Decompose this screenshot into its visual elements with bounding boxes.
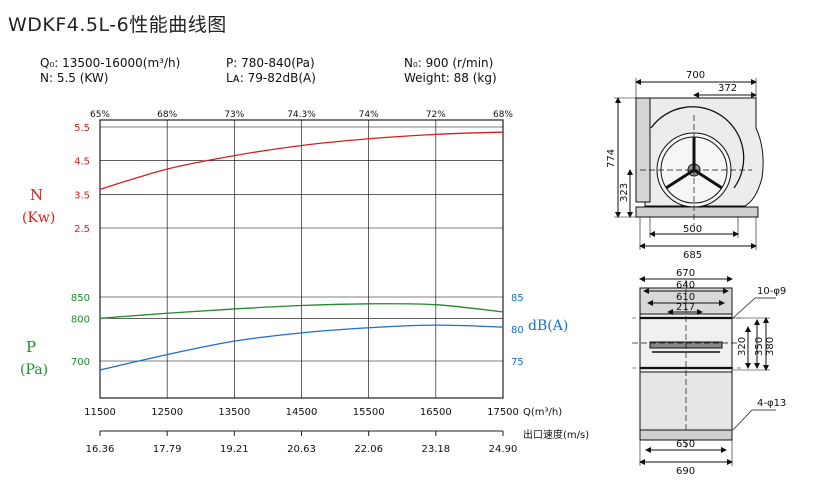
power-tick-label: 5.5	[74, 123, 90, 134]
dim-690: 690	[676, 466, 695, 477]
noise-tick-label: 80	[511, 325, 524, 336]
secondary-tick-label: 20.63	[287, 444, 316, 455]
dim-640: 640	[676, 280, 695, 291]
efficiency-label: 74.3%	[287, 110, 316, 120]
pressure-curve	[99, 303, 504, 319]
noise-tick-label: 75	[511, 357, 524, 368]
spec-weight: Weight: 88 (kg)	[404, 71, 497, 85]
power-axis-unit: (Kw)	[22, 210, 55, 226]
dim-700: 700	[686, 70, 705, 81]
x-tick-label: 15500	[353, 407, 385, 418]
efficiency-label: 74%	[359, 110, 379, 120]
dim-500: 500	[683, 224, 702, 235]
spec-speed: N₀: 900 (r/min)	[404, 56, 494, 70]
x-axis-label: Q(m³/h)	[523, 407, 562, 418]
spec-power: N: 5.5 (KW)	[40, 71, 109, 85]
noise-tick-label: 85	[511, 293, 524, 304]
dim-217: 217	[676, 302, 695, 313]
efficiency-label: 73%	[224, 110, 244, 120]
secondary-tick-label: 19.21	[220, 444, 249, 455]
secondary-tick-label: 23.18	[422, 444, 451, 455]
pressure-tick-label: 800	[71, 314, 90, 325]
x-tick-label: 17500	[487, 407, 519, 418]
dim-323: 323	[619, 183, 630, 202]
fan-side-view	[632, 276, 776, 466]
noise-axis-label: dB(A)	[528, 318, 568, 334]
power-curve	[99, 131, 504, 190]
pressure-tick-label: 700	[71, 357, 90, 368]
power-tick-label: 4.5	[74, 157, 90, 168]
power-axis-label: N	[30, 186, 43, 204]
dim-320: 320	[737, 337, 748, 356]
efficiency-label: 65%	[90, 110, 110, 120]
noise-curve	[99, 324, 504, 371]
fan-front-view	[614, 78, 764, 250]
secondary-tick-label: 24.90	[489, 444, 518, 455]
dim-350: 350	[754, 337, 765, 356]
performance-chart: 65% 68% 73% 74.3% 74% 72% 68% 5.5 4.5 3.5 2.5 N (Kw)…	[20, 110, 589, 455]
page-title: WDKF4.5L-6性能曲线图	[8, 14, 227, 36]
spec-airflow: Q₀: 13500-16000(m³/h)	[40, 56, 181, 70]
dim-610: 610	[676, 292, 695, 303]
pressure-axis-unit: (Pa)	[20, 362, 48, 378]
note-bolt-holes: 10-φ9	[757, 286, 786, 297]
x-tick-label: 13500	[218, 407, 250, 418]
efficiency-label: 68%	[157, 110, 177, 120]
pressure-axis-label: P	[26, 338, 36, 356]
pressure-tick-label: 850	[71, 293, 90, 304]
secondary-tick-label: 22.06	[354, 444, 383, 455]
dim-380: 380	[765, 337, 776, 356]
spec-pressure: P: 780-840(Pa)	[226, 56, 315, 70]
x-tick-label: 14500	[286, 407, 318, 418]
secondary-tick-label: 17.79	[153, 444, 182, 455]
x-tick-label: 16500	[420, 407, 452, 418]
x-tick-label: 12500	[151, 407, 183, 418]
note-base-holes: 4-φ13	[757, 398, 786, 409]
power-tick-label: 2.5	[74, 224, 90, 235]
efficiency-label: 72%	[426, 110, 446, 120]
secondary-tick-label: 16.36	[86, 444, 115, 455]
dim-685: 685	[683, 250, 702, 261]
secondary-axis-label: 出口速度(m/s)	[523, 428, 589, 441]
dim-372: 372	[718, 83, 737, 94]
dim-670: 670	[676, 268, 695, 279]
dim-650: 650	[676, 439, 695, 450]
power-tick-label: 3.5	[74, 190, 90, 201]
spec-noise: Lᴀ: 79-82dB(A)	[226, 71, 316, 85]
dim-774: 774	[606, 149, 617, 168]
x-tick-label: 11500	[84, 407, 116, 418]
efficiency-label: 68%	[493, 110, 513, 120]
